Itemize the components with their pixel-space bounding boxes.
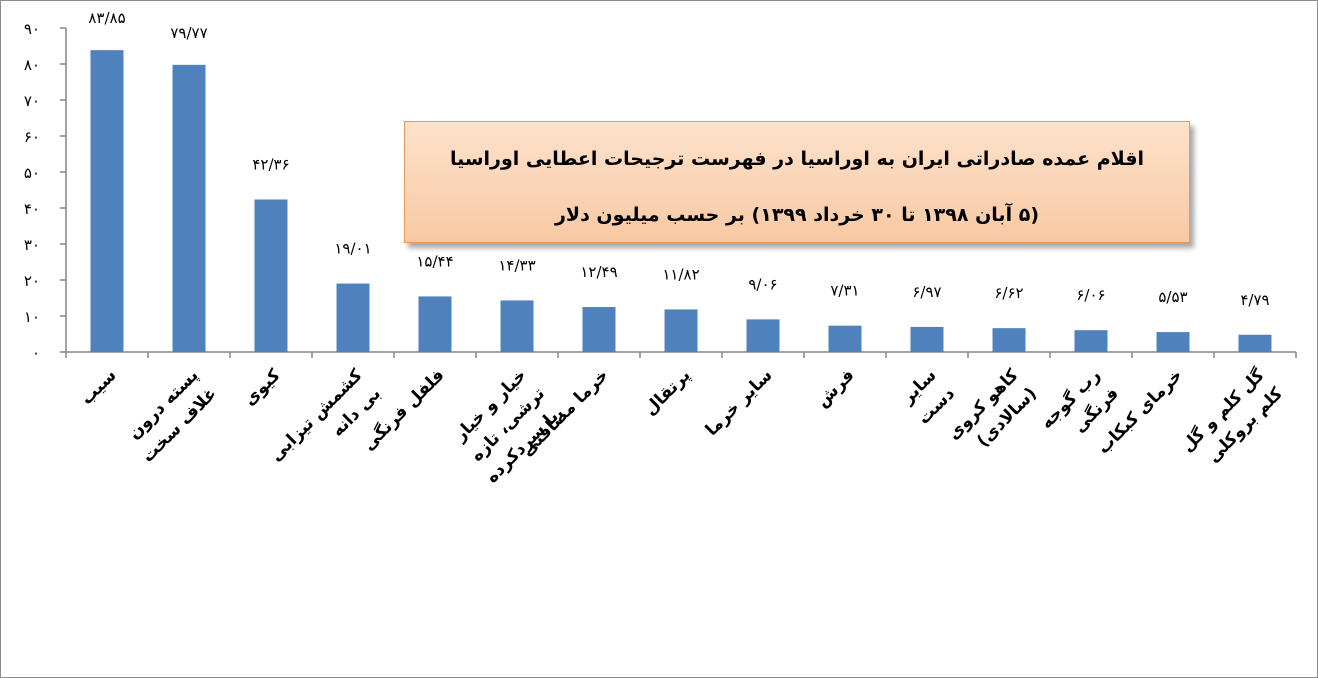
y-tick-label: ۲۰	[24, 272, 40, 290]
bar-value-label: ۴/۷۹	[1240, 291, 1269, 309]
bar-value-label: ۵/۵۳	[1158, 288, 1187, 306]
bar-value-label: ۶/۰۶	[1076, 286, 1105, 304]
x-category-label: سیب	[77, 365, 121, 409]
y-tick-label: ۸۰	[24, 56, 40, 74]
x-category-label: سایر خرما	[702, 365, 777, 440]
bar-value-label: ۴۲/۳۶	[252, 156, 289, 174]
x-category-label-line: سایر خرما	[702, 365, 777, 440]
bar	[172, 64, 206, 352]
bar-value-label: ۱۱/۸۲	[662, 265, 699, 283]
y-tick-label: ۹۰	[24, 20, 40, 38]
y-tick-label: ۴۰	[24, 200, 40, 218]
bar	[1074, 330, 1108, 352]
chart-title-line-1: اقلام عمده صادراتی ایران به اوراسیا در ف…	[449, 148, 1145, 170]
bar-value-label: ۷/۳۱	[830, 282, 859, 300]
x-category-label: کیوی	[240, 365, 285, 410]
value-labels: ۸۳/۸۵ ۷۹/۷۷ ۴۲/۳۶ ۱۹/۰۱ ۱۵/۴۴ ۱۴/۳۳ ۱۲/۴۹ ۱۱/۸۲…	[88, 9, 1269, 309]
bar	[664, 309, 698, 352]
bar	[582, 307, 616, 352]
x-category-label: کاهو کروی(سالادی)	[944, 365, 1041, 451]
y-tick-label: ۰	[32, 344, 40, 362]
chart-title-box: اقلام عمده صادراتی ایران به اوراسیا در ف…	[404, 121, 1190, 243]
bar	[828, 325, 862, 352]
bar	[254, 199, 288, 352]
y-tick-label: ۷۰	[24, 92, 40, 110]
x-category-label: فرش	[812, 365, 858, 411]
bar	[746, 319, 780, 352]
y-tick-label: ۳۰	[24, 236, 40, 254]
x-category-label-line: سیب	[77, 365, 121, 409]
bar	[1156, 332, 1190, 352]
bar-value-label: ۸۳/۸۵	[88, 9, 125, 27]
y-tick-label: ۶۰	[24, 128, 40, 146]
bar-value-label: ۶/۹۷	[912, 283, 941, 301]
bar	[90, 50, 124, 352]
bar-value-label: ۶/۶۲	[994, 284, 1023, 302]
bar-value-label: ۱۲/۴۹	[580, 263, 617, 281]
x-category-label-line: پرتقال	[640, 365, 694, 419]
bar-value-label: ۱۴/۳۳	[498, 256, 535, 274]
bar	[992, 328, 1026, 352]
y-tick-label: ۵۰	[24, 164, 40, 182]
bar-value-label: ۱۵/۴۴	[416, 252, 453, 270]
bar	[500, 300, 534, 352]
bar	[418, 296, 452, 352]
x-category-label-line: کیوی	[240, 365, 285, 410]
bar-value-label: ۷۹/۷۷	[170, 24, 207, 42]
x-category-label: پرتقال	[640, 365, 694, 419]
bar	[336, 283, 370, 352]
bar-value-label: ۱۹/۰۱	[334, 240, 371, 258]
bar	[910, 326, 944, 352]
bar-value-label: ۹/۰۶	[748, 275, 777, 293]
bars	[90, 50, 1272, 352]
y-tick-label: ۱۰	[24, 308, 40, 326]
x-category-label-line: فرش	[812, 365, 858, 411]
bar	[1238, 334, 1272, 352]
chart-title-line-2: (۵ آبان ۱۳۹۸ تا ۳۰ خرداد ۱۳۹۹) بر حسب می…	[554, 204, 1039, 226]
